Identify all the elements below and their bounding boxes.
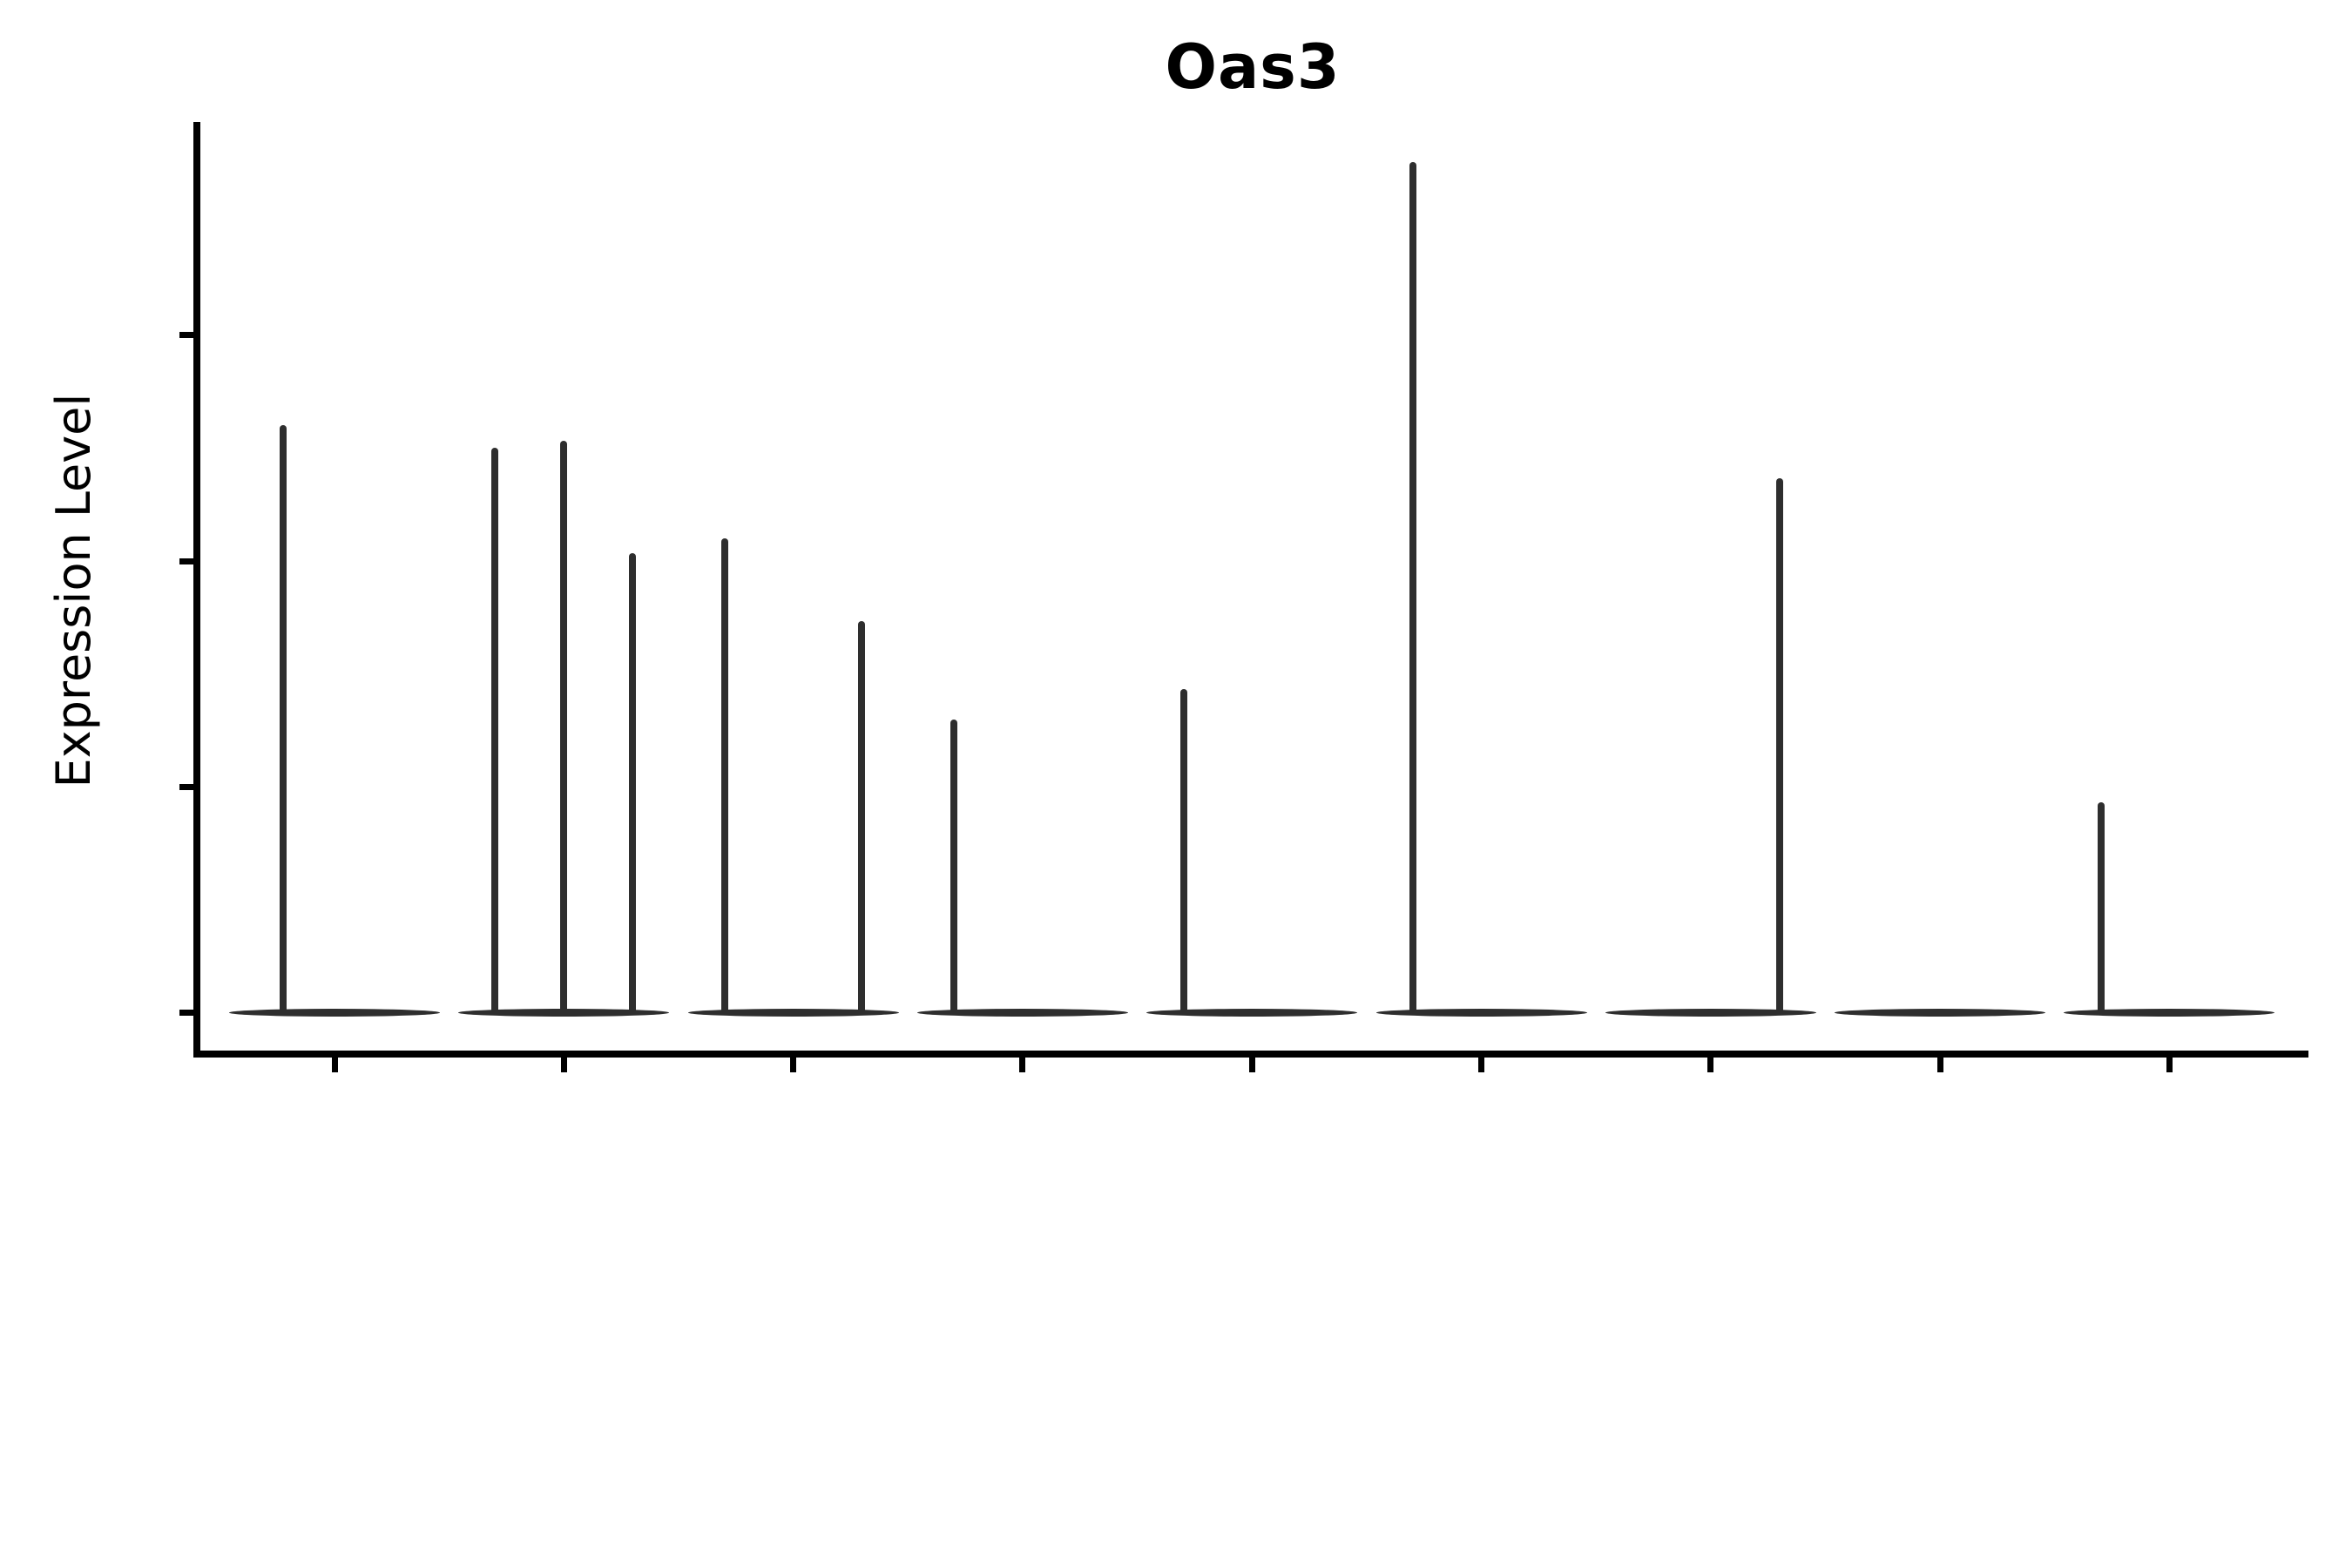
violin-spike (857, 621, 865, 1013)
x-tick-mark (1478, 1057, 1484, 1072)
violin-spike (280, 425, 287, 1013)
y-axis-label: Expression Level (46, 393, 101, 788)
violin-base (458, 1009, 670, 1017)
violin-base (916, 1009, 1128, 1017)
x-tick-mark (2166, 1057, 2173, 1072)
x-tick-mark (1707, 1057, 1714, 1072)
x-tick-mark (331, 1057, 338, 1072)
violin-base (1835, 1009, 2046, 1017)
violin-spike (2098, 801, 2105, 1013)
violin-spike (1180, 689, 1188, 1013)
violin-spike (560, 440, 568, 1013)
x-tick-mark (560, 1057, 567, 1072)
violin-base (1146, 1009, 1358, 1017)
y-tick-mark (179, 558, 195, 564)
violin-base (229, 1009, 440, 1017)
violin-spike (720, 538, 728, 1013)
violin-base (2064, 1009, 2275, 1017)
violin-spike (629, 553, 637, 1013)
violin-base (1605, 1009, 1816, 1017)
y-tick-mark (179, 783, 195, 790)
x-tick-mark (1248, 1057, 1255, 1072)
chart-title: Oas3 (1165, 31, 1341, 103)
y-tick-mark (179, 332, 195, 339)
violin-spike (950, 719, 957, 1013)
violin-spike (491, 448, 499, 1013)
x-tick-mark (1019, 1057, 1026, 1072)
x-tick-mark (790, 1057, 797, 1072)
y-axis-spine (193, 122, 200, 1058)
y-tick-mark (179, 1010, 195, 1017)
x-axis-spine (193, 1051, 2308, 1058)
violin-spike (1775, 477, 1783, 1013)
violin-spike (1409, 161, 1416, 1013)
x-tick-mark (1936, 1057, 1943, 1072)
violin-base (1375, 1009, 1587, 1017)
violin-base (687, 1009, 899, 1017)
